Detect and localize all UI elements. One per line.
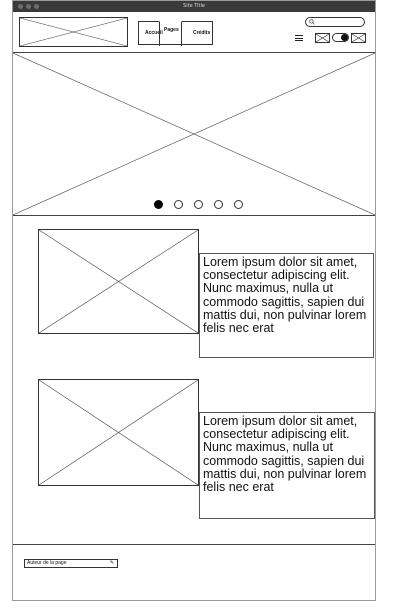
browser-window: Site Title Accueil Pages Crédits — [12, 0, 376, 601]
nav-item-pages-frame — [159, 21, 182, 46]
nav-item-credits[interactable]: Crédits — [193, 30, 211, 36]
author-field[interactable]: Auteur de la page ✎ — [24, 559, 118, 568]
site-logo-placeholder[interactable] — [19, 17, 128, 47]
main-navigation: Accueil Pages Crédits — [138, 21, 213, 46]
carousel-dot-1[interactable] — [154, 200, 163, 209]
toggle-switch[interactable] — [332, 33, 349, 42]
window-titlebar: Site Title — [13, 1, 375, 12]
window-title: Site Title — [183, 3, 205, 9]
carousel-dot-3[interactable] — [194, 200, 203, 209]
minimize-window-icon[interactable] — [26, 4, 31, 9]
site-header: Accueil Pages Crédits — [13, 12, 375, 53]
content-text-2: Lorem ipsum dolor sit amet, consectetur … — [199, 412, 375, 519]
hamburger-menu-icon[interactable] — [295, 35, 303, 41]
image-placeholder-icon[interactable] — [315, 33, 330, 43]
maximize-window-icon[interactable] — [34, 4, 39, 9]
image-placeholder-icon[interactable] — [351, 33, 366, 43]
nav-item-pages[interactable]: Pages — [164, 27, 179, 33]
carousel-dot-4[interactable] — [214, 200, 223, 209]
content-image-placeholder-2 — [38, 379, 199, 486]
page-footer: Auteur de la page ✎ — [13, 544, 375, 602]
carousel-dot-2[interactable] — [174, 200, 183, 209]
content-image-placeholder-1 — [38, 229, 199, 334]
hero-carousel[interactable] — [13, 53, 375, 216]
nav-item-accueil[interactable]: Accueil — [145, 30, 163, 36]
search-icon — [309, 19, 315, 25]
close-window-icon[interactable] — [18, 4, 23, 9]
author-label: Auteur de la page — [27, 560, 67, 566]
carousel-dot-5[interactable] — [234, 200, 243, 209]
content-text-1: Lorem ipsum dolor sit amet, consectetur … — [199, 253, 374, 358]
hero-image-placeholder — [13, 53, 375, 215]
search-input[interactable] — [305, 17, 365, 27]
toggle-knob — [341, 34, 348, 41]
edit-icon[interactable]: ✎ — [109, 560, 114, 566]
